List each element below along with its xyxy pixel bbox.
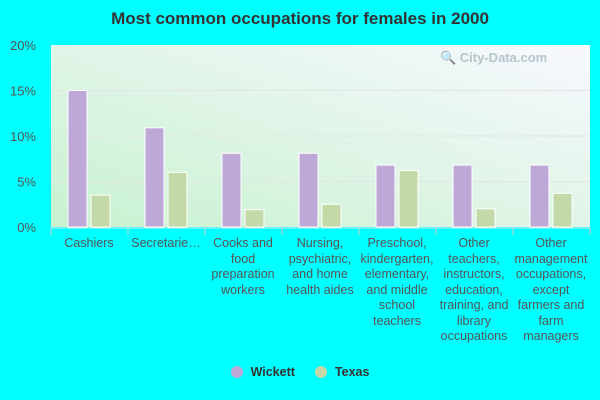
x-category-label: Other management occupations, except far… bbox=[514, 236, 588, 343]
y-tick-label: 15% bbox=[10, 84, 36, 99]
x-category-label: Other teachers, instructors, education, … bbox=[439, 236, 509, 343]
y-tick-label: 0% bbox=[17, 220, 36, 235]
bar-texas[interactable] bbox=[244, 209, 265, 228]
bar-wickett[interactable] bbox=[67, 90, 88, 228]
bar-texas[interactable] bbox=[90, 194, 111, 228]
x-category-label: Cashiers bbox=[64, 236, 114, 250]
bar-texas[interactable] bbox=[321, 203, 342, 228]
chart-title: Most common occupations for females in 2… bbox=[111, 9, 489, 28]
bar-wickett[interactable] bbox=[298, 152, 319, 228]
x-category-label: Preschool, kindergarten, elementary, and… bbox=[360, 236, 434, 328]
y-tick-label: 20% bbox=[10, 38, 36, 53]
x-category-label: Nursing, psychiatric, and home health ai… bbox=[286, 236, 354, 297]
bar-wickett[interactable] bbox=[529, 164, 550, 228]
legend-item-texas: Texas bbox=[314, 365, 370, 379]
x-category-label: Cooks and food preparation workers bbox=[211, 236, 275, 297]
bar-texas[interactable] bbox=[398, 170, 419, 228]
bar-wickett[interactable] bbox=[221, 152, 242, 228]
legend-item-wickett: Wickett bbox=[230, 365, 295, 379]
y-tick-label: 5% bbox=[17, 175, 36, 190]
legend-swatch bbox=[314, 366, 327, 378]
legend-swatch bbox=[230, 366, 243, 378]
bar-wickett[interactable] bbox=[144, 127, 165, 228]
legend: Wickett Texas bbox=[0, 365, 600, 381]
bar-wickett[interactable] bbox=[452, 164, 473, 228]
watermark-logo: 🔍 City-Data.com bbox=[440, 50, 548, 65]
bar-wickett[interactable] bbox=[375, 164, 396, 228]
bar-texas[interactable] bbox=[167, 171, 188, 228]
legend-label: Wickett bbox=[250, 365, 295, 379]
bar-texas[interactable] bbox=[552, 192, 573, 228]
bar-texas[interactable] bbox=[475, 208, 496, 228]
y-tick-label: 10% bbox=[10, 129, 36, 144]
x-category-label: Secretarie… bbox=[131, 236, 201, 250]
legend-label: Texas bbox=[334, 365, 370, 379]
